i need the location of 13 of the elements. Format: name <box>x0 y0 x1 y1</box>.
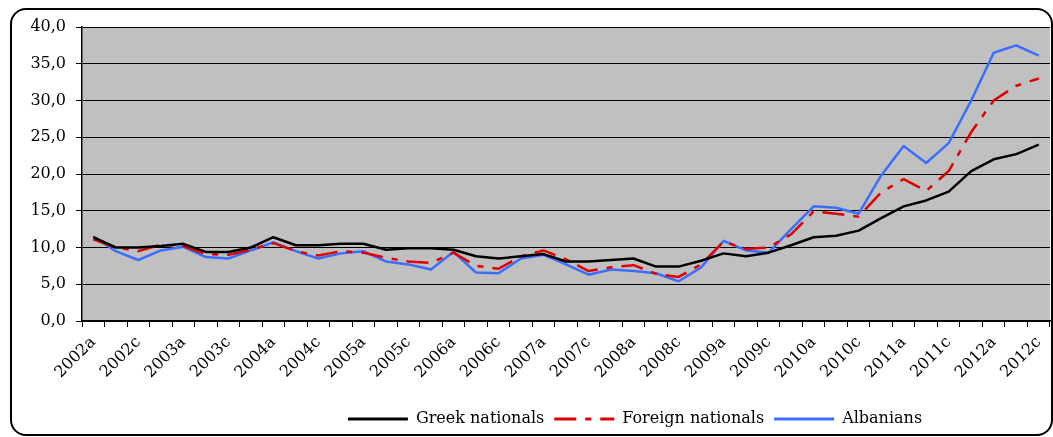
y-tick-label: 25,0 <box>30 126 66 146</box>
y-tick-label: 20,0 <box>30 163 66 183</box>
y-tick-label: 0,0 <box>40 310 66 330</box>
y-tick-label: 5,0 <box>40 273 66 293</box>
legend-label: Foreign nationals <box>622 408 765 428</box>
y-tick-label: 35,0 <box>30 52 66 72</box>
y-tick-label: 30,0 <box>30 89 66 109</box>
y-tick-label: 40,0 <box>30 16 66 36</box>
line-series <box>92 77 1040 279</box>
y-tick-label: 15,0 <box>30 199 66 219</box>
legend-label: Albanians <box>841 408 923 428</box>
y-tick-label: 10,0 <box>30 236 66 256</box>
legend-label: Greek nationals <box>415 408 545 428</box>
